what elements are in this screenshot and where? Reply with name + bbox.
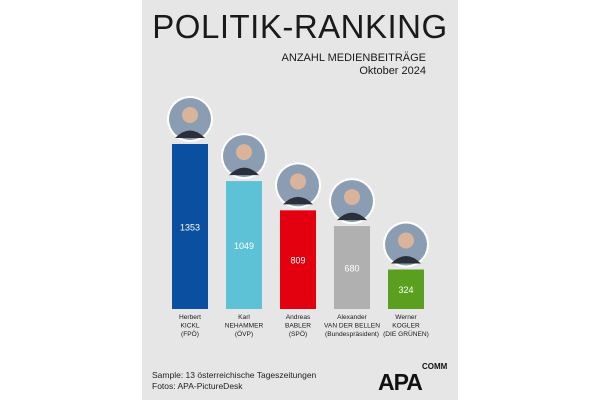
portrait-suit — [229, 167, 259, 176]
category-label-4: (Bundespräsident) — [325, 331, 379, 338]
bar-2 — [226, 181, 262, 309]
bar-4 — [334, 226, 370, 309]
bar-chart: 1353 Herbert KICKL(FPÖ) 1049 Karl NEHAMMER(ÖV… — [167, 96, 429, 338]
portrait-3 — [275, 162, 321, 209]
portrait-1 — [167, 96, 213, 142]
category-label-3: Andreas — [286, 314, 311, 321]
bar-value-3: 809 — [290, 256, 305, 266]
category-label-3: (SPÖ) — [289, 330, 307, 338]
portrait-suit — [175, 130, 205, 138]
category-label-1: Herbert — [179, 314, 201, 321]
bar-1 — [172, 144, 208, 309]
bar-5 — [388, 269, 424, 309]
bar-value-4: 680 — [344, 264, 359, 274]
photo-credit: Fotos: APA-PictureDesk — [152, 381, 243, 391]
bar-value-1: 1353 — [180, 223, 200, 233]
footnote: Sample: 13 österreichische Tageszeitunge… — [152, 370, 316, 392]
category-label-2: NEHAMMER — [225, 323, 264, 330]
chart-title: POLITIK-RANKING — [152, 8, 448, 45]
category-label-2: (ÖVP) — [235, 330, 253, 338]
chart-period: Oktober 2024 — [359, 65, 426, 77]
portrait-face — [236, 144, 252, 161]
infographic-card: POLITIK-RANKING ANZAHL MEDIENBEITRÄGE Ok… — [142, 0, 458, 400]
portrait-suit — [337, 212, 367, 221]
apa-comm-logo: APA COMM — [378, 362, 448, 396]
logo-sub-text: COMM — [422, 362, 448, 371]
portrait-face — [344, 189, 360, 206]
category-label-2: Karl — [238, 314, 250, 321]
category-label-1: KICKL — [180, 323, 199, 330]
portrait-face — [398, 232, 414, 249]
logo-text: APA — [378, 369, 423, 395]
category-label-5: KOGLER — [392, 323, 420, 330]
chart-subtitle: ANZAHL MEDIENBEITRÄGE — [281, 52, 426, 64]
bar-value-2: 1049 — [234, 241, 254, 251]
category-label-4: Alexander — [337, 314, 367, 321]
bar-value-5: 324 — [398, 285, 413, 295]
portrait-4 — [329, 178, 375, 225]
portrait-2 — [221, 133, 267, 180]
portrait-suit — [391, 255, 421, 264]
category-label-5: (DIE GRÜNEN) — [383, 330, 429, 338]
portrait-5 — [383, 221, 429, 268]
portrait-suit — [283, 196, 313, 205]
sample-note: Sample: 13 österreichische Tageszeitunge… — [152, 370, 317, 380]
category-label-3: BABLER — [285, 323, 311, 330]
category-label-1: (FPÖ) — [181, 330, 199, 338]
category-label-4: VAN DER BELLEN — [324, 323, 380, 330]
category-label-5: Werner — [395, 314, 417, 321]
portrait-face — [182, 107, 198, 123]
portrait-face — [290, 173, 306, 190]
bar-3 — [280, 210, 316, 309]
